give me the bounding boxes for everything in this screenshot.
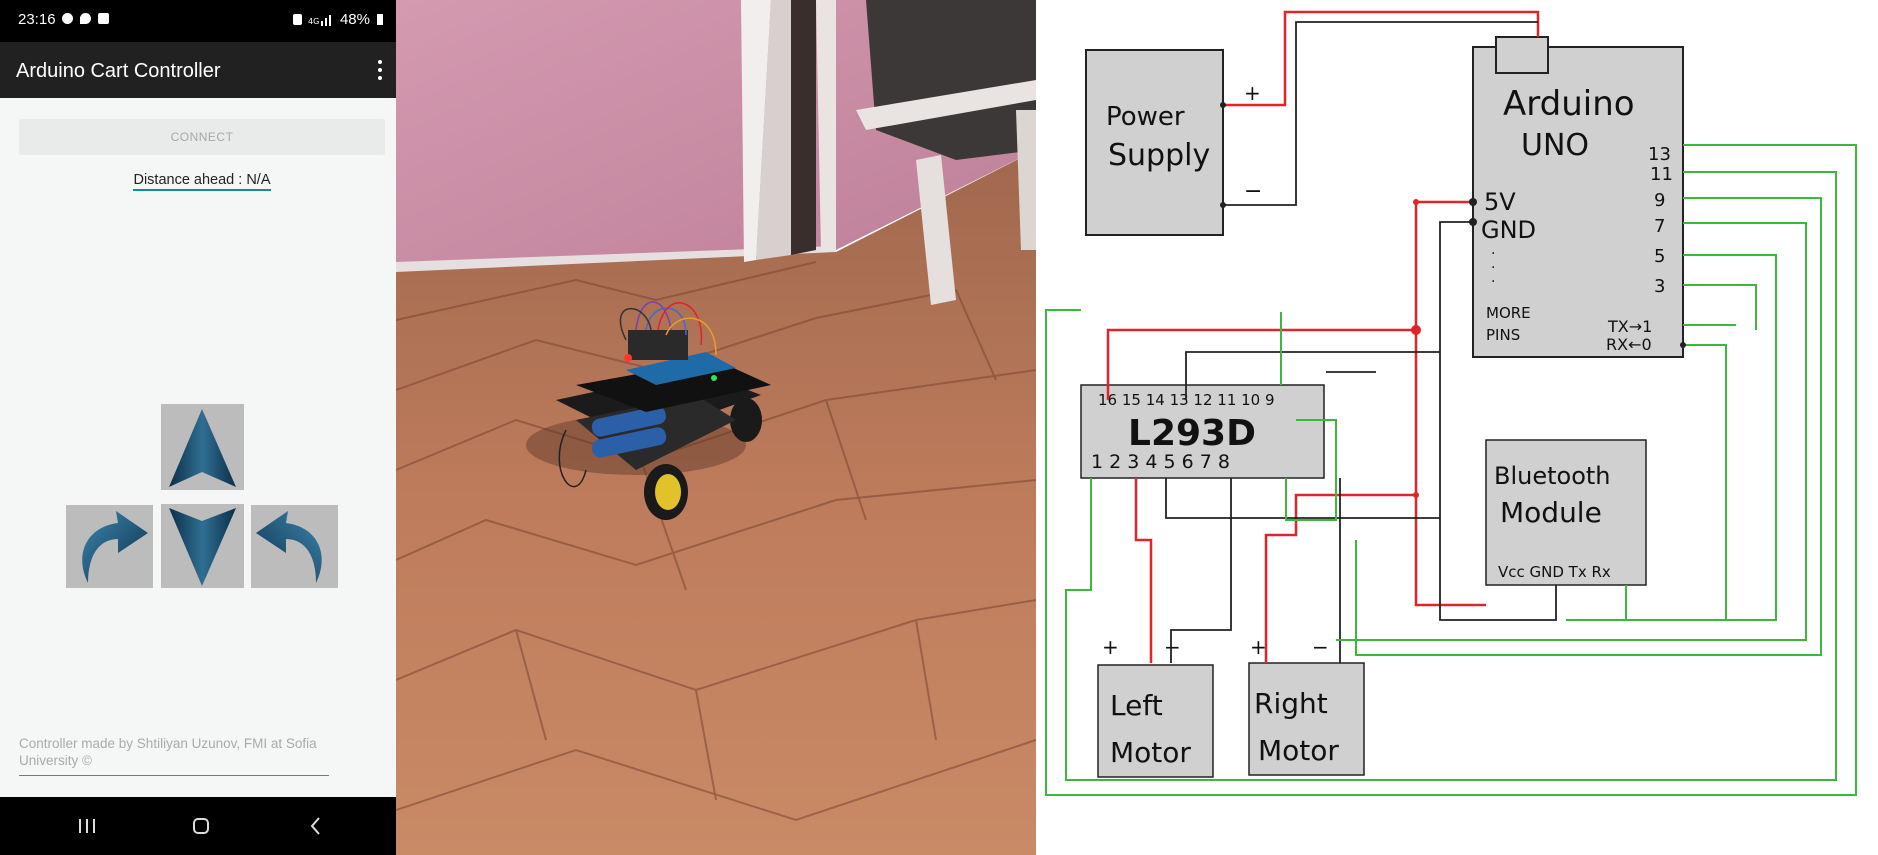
pin-5v-label: 5V xyxy=(1484,188,1516,216)
backward-button[interactable] xyxy=(161,504,244,588)
footer-credit: Controller made by Shtiliyan Uzunov, FMI… xyxy=(19,735,329,776)
app-title: Arduino Cart Controller xyxy=(16,60,221,82)
cart-photo xyxy=(396,0,1036,855)
svg-text:+: + xyxy=(1250,635,1267,659)
svg-text:·: · xyxy=(1491,274,1495,290)
svg-text:+: + xyxy=(1102,635,1119,659)
alarm-icon xyxy=(292,14,302,25)
power-supply-label-2: Supply xyxy=(1108,138,1210,173)
l293d-box xyxy=(1080,384,1325,479)
bluetooth-label-2: Module xyxy=(1500,496,1602,529)
overflow-menu-icon[interactable] xyxy=(374,58,386,82)
forward-button[interactable] xyxy=(161,404,244,490)
dots: · xyxy=(1491,246,1495,262)
green-wires xyxy=(1045,144,1857,796)
home-icon xyxy=(193,818,209,834)
chair xyxy=(816,0,1036,305)
floor xyxy=(396,150,1036,855)
battery-icon xyxy=(377,14,383,25)
right-motor-label-1: Right xyxy=(1254,687,1328,720)
wiring-diagram: Power Supply + − Arduino UNO 5V GND · · … xyxy=(1036,0,1878,855)
phone-screen: 23:16 4G 48% Arduino Cart Controller CON… xyxy=(0,0,396,855)
left-motor-label-1: Left xyxy=(1110,689,1163,722)
messenger-icon xyxy=(62,13,73,24)
pin-gnd-label: GND xyxy=(1481,216,1536,244)
battery-percent: 48% xyxy=(339,11,370,28)
turn-right-button[interactable] xyxy=(251,505,338,588)
arduino-usb xyxy=(1495,36,1549,74)
turn-right-icon xyxy=(256,511,322,583)
pin-9-label: 9 xyxy=(1654,190,1665,211)
left-motor-label-2: Motor xyxy=(1110,736,1191,769)
pin-5-label: 5 xyxy=(1654,246,1665,267)
location-icon xyxy=(80,13,91,24)
pin-tx-label: TX→1 xyxy=(1607,317,1652,336)
recent-apps-icon xyxy=(79,819,95,833)
svg-text:·: · xyxy=(1491,260,1495,276)
left-motor-box xyxy=(1097,664,1214,778)
pin-11-label: 11 xyxy=(1650,164,1673,185)
svg-text:−: − xyxy=(1164,635,1181,659)
bluetooth-pins: Vcc GND Tx Rx xyxy=(1498,563,1611,581)
recent-apps-button[interactable] xyxy=(57,797,117,855)
navigation-bar xyxy=(0,797,396,855)
turn-left-icon xyxy=(82,511,148,583)
pin-7-label: 7 xyxy=(1654,216,1665,237)
right-motor-label-2: Motor xyxy=(1258,734,1339,767)
pin-rx-label: RX←0 xyxy=(1606,335,1652,354)
door-frame xyxy=(741,0,771,262)
status-time: 23:16 xyxy=(18,11,56,28)
right-motor-box xyxy=(1248,662,1365,776)
more-pins-label-1: MORE xyxy=(1486,304,1531,322)
arduino-label-2: UNO xyxy=(1521,128,1589,163)
home-button[interactable] xyxy=(171,797,231,855)
app-bar: Arduino Cart Controller xyxy=(0,42,396,98)
notification-icons xyxy=(62,13,109,24)
signal-icon: 4G xyxy=(308,14,331,26)
l293d-label: L293D xyxy=(1128,413,1256,454)
arrow-down-icon xyxy=(169,508,236,586)
pin-3-label: 3 xyxy=(1654,276,1665,297)
arduino-box xyxy=(1472,46,1684,358)
distance-value: Distance ahead : N/A xyxy=(133,172,271,191)
notification-icon xyxy=(98,13,109,24)
svg-text:−: − xyxy=(1312,635,1329,659)
power-plus-label: + xyxy=(1244,81,1261,105)
distance-label: Distance ahead : N/A xyxy=(0,172,396,191)
bluetooth-label-1: Bluetooth xyxy=(1494,462,1611,490)
black-wires xyxy=(1165,21,1557,663)
svg-text:4G: 4G xyxy=(308,17,319,26)
bluetooth-box xyxy=(1485,439,1647,586)
pin-13-label: 13 xyxy=(1648,144,1671,165)
turn-left-button[interactable] xyxy=(66,505,153,588)
system-icons: 4G 48% xyxy=(292,11,384,28)
arrow-up-icon xyxy=(169,409,236,487)
power-minus-label: − xyxy=(1244,179,1262,204)
back-icon xyxy=(310,817,320,835)
back-button[interactable] xyxy=(285,797,345,855)
cart-photo-illustration xyxy=(396,0,1036,855)
power-supply-label-1: Power xyxy=(1106,102,1185,132)
power-supply-box xyxy=(1085,49,1224,236)
more-pins-label-2: PINS xyxy=(1486,326,1520,344)
connect-button[interactable]: CONNECT xyxy=(19,119,385,155)
arduino-label-1: Arduino xyxy=(1503,84,1635,124)
status-bar: 23:16 4G 48% xyxy=(0,0,396,42)
l293d-bottom-pins: 1 2 3 4 5 6 7 8 xyxy=(1091,451,1230,473)
arduino-cart xyxy=(526,301,771,520)
